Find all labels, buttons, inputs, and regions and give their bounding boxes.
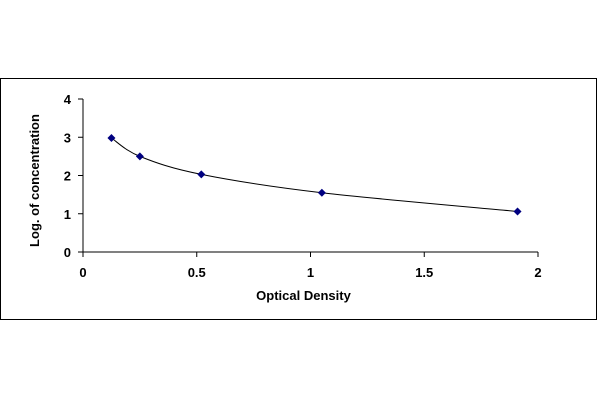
data-point [135,152,144,161]
y-tick-label: 1 [64,207,71,222]
axis-ticks: 0 1 2 3 4 0 0.5 1 1.5 2 [64,92,542,280]
x-axis-title: Optical Density [256,288,351,303]
y-tick-label: 2 [64,169,71,184]
data-point [513,207,522,216]
trend-curve-layer [111,137,518,212]
data-point [107,134,116,143]
y-tick-label: 0 [64,245,71,260]
y-tick-label: 3 [64,130,71,145]
x-tick-label: 1 [307,265,314,280]
chart-plot: 0 1 2 3 4 0 0.5 1 1.5 2 Optical Density Log. of c… [27,92,542,303]
x-tick-label: 0.5 [188,265,206,280]
chart-frame: 0 1 2 3 4 0 0.5 1 1.5 2 Optical Density Log. of c… [0,78,597,320]
data-points-layer [107,134,522,216]
x-tick-label: 0 [79,265,86,280]
x-tick-label: 2 [534,265,541,280]
chart-axes [82,99,538,253]
y-axis-title: Log. of concentration [27,114,42,247]
y-tick-label: 4 [64,92,72,107]
data-point [317,188,326,197]
x-tick-label: 1.5 [415,265,433,280]
data-point [197,170,206,179]
trend-curve [111,137,518,212]
